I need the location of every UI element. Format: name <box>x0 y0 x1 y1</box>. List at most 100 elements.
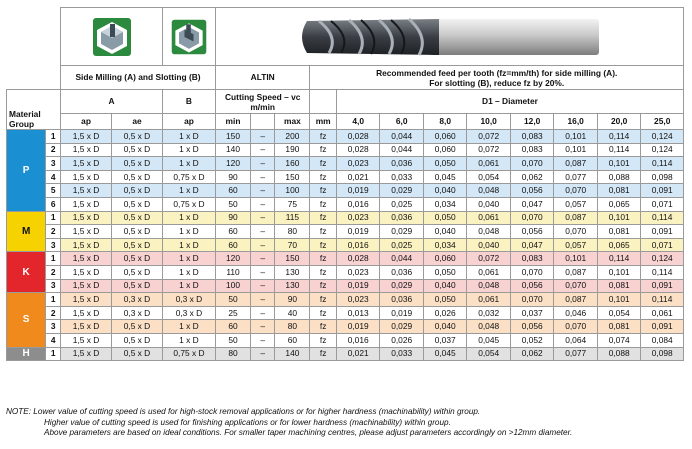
feed-value: 0,124 <box>640 251 684 266</box>
feed-value: 0,044 <box>379 142 424 158</box>
feed-value: 0,081 <box>596 224 642 239</box>
unit-label: fz <box>309 129 337 144</box>
feed-value: 0,037 <box>422 332 468 348</box>
speed-dash: – <box>249 305 276 321</box>
feed-value: 0,029 <box>379 224 424 239</box>
feed-value: 0,081 <box>596 319 642 334</box>
speed-min: 110 <box>214 264 252 280</box>
feed-value: 0,065 <box>596 196 642 212</box>
row-number: 3 <box>45 319 62 334</box>
ae-value: 0,5 x D <box>111 169 163 185</box>
ap-b-value: 1 x D <box>161 264 216 280</box>
feed-value: 0,056 <box>509 224 555 239</box>
ap-b-value: 1 x D <box>161 156 216 171</box>
feed-value: 0,036 <box>379 210 424 226</box>
ap-value: 1,5 x D <box>60 169 113 185</box>
unit-label: fz <box>309 237 337 253</box>
feed-value: 0,098 <box>640 346 684 362</box>
feed-value: 0,061 <box>466 156 511 171</box>
note-line-2: Higher value of cutting speed is used fo… <box>44 417 451 427</box>
feed-value: 0,087 <box>553 264 598 280</box>
diameter-header: 12,0 <box>509 113 555 130</box>
feed-value: 0,071 <box>640 196 684 212</box>
feed-value: 0,023 <box>335 210 381 226</box>
feed-value: 0,057 <box>553 196 598 212</box>
speed-max: 130 <box>274 264 311 280</box>
feed-value: 0,084 <box>640 332 684 348</box>
feed-value: 0,047 <box>509 196 555 212</box>
speed-max: 200 <box>274 129 311 144</box>
unit-label: fz <box>309 210 337 226</box>
ap-b-value: 1 x D <box>161 142 216 158</box>
row-number: 2 <box>45 142 62 158</box>
speed-min: 140 <box>214 142 252 158</box>
ap-b-value: 1 x D <box>161 251 216 266</box>
feed-value: 0,028 <box>335 129 381 144</box>
ae-value: 0,5 x D <box>111 210 163 226</box>
feed-value: 0,021 <box>335 169 381 185</box>
feed-value: 0,037 <box>509 305 555 321</box>
feed-value: 0,050 <box>422 292 468 307</box>
feed-value: 0,060 <box>422 129 468 144</box>
feed-value: 0,045 <box>422 346 468 362</box>
feed-value: 0,050 <box>422 156 468 171</box>
speed-min: 150 <box>214 129 252 144</box>
row-number: 3 <box>45 156 62 171</box>
ap-b-value: 1 x D <box>161 224 216 239</box>
ap-value: 1,5 x D <box>60 156 113 171</box>
unit-label: fz <box>309 196 337 212</box>
diameter-header: 8,0 <box>422 113 468 130</box>
feed-value: 0,070 <box>509 264 555 280</box>
feed-value: 0,077 <box>553 169 598 185</box>
group-label-m: M <box>5 210 47 253</box>
speed-dash: – <box>249 292 276 307</box>
ap-b-value: 1 x D <box>161 183 216 198</box>
speed-dash: – <box>249 264 276 280</box>
feed-value: 0,048 <box>466 224 511 239</box>
ap-value: 1,5 x D <box>60 129 113 144</box>
ae-value: 0,5 x D <box>111 129 163 144</box>
feed-value: 0,114 <box>596 129 642 144</box>
ae-value: 0,5 x D <box>111 183 163 198</box>
ap-b-value: 1 x D <box>161 210 216 226</box>
speed-min: 120 <box>214 251 252 266</box>
row-number: 3 <box>45 237 62 253</box>
speed-min: 50 <box>214 332 252 348</box>
feed-value: 0,025 <box>379 196 424 212</box>
feed-value: 0,023 <box>335 292 381 307</box>
ae-value: 0,5 x D <box>111 237 163 253</box>
ap-b-value: 0,75 x D <box>161 169 216 185</box>
diameter-header: 16,0 <box>553 113 598 130</box>
feed-value: 0,071 <box>640 237 684 253</box>
ae-value: 0,3 x D <box>111 305 163 321</box>
feed-value: 0,098 <box>640 169 684 185</box>
feed-value: 0,062 <box>509 169 555 185</box>
feed-value: 0,070 <box>509 210 555 226</box>
ae-value: 0,5 x D <box>111 196 163 212</box>
unit-label: fz <box>309 224 337 239</box>
speed-max: 150 <box>274 251 311 266</box>
feed-value: 0,072 <box>466 142 511 158</box>
row-number: 2 <box>45 305 62 321</box>
feed-value: 0,087 <box>553 210 598 226</box>
speed-min: 120 <box>214 156 252 171</box>
sub-min: min <box>214 113 252 130</box>
side-milling-icon <box>92 17 131 56</box>
ap-value: 1,5 x D <box>60 346 113 362</box>
row-number: 6 <box>45 196 62 212</box>
speed-dash: – <box>249 156 276 171</box>
speed-max: 140 <box>274 346 311 362</box>
feed-value: 0,070 <box>553 224 598 239</box>
diameter-header: 4,0 <box>335 113 381 130</box>
feed-value: 0,091 <box>640 278 684 294</box>
group-label-s: S <box>5 292 47 348</box>
speed-dash: – <box>249 332 276 348</box>
diameter-header: 10,0 <box>466 113 511 130</box>
feed-value: 0,048 <box>466 278 511 294</box>
material-group-header: Material Group <box>5 89 62 130</box>
